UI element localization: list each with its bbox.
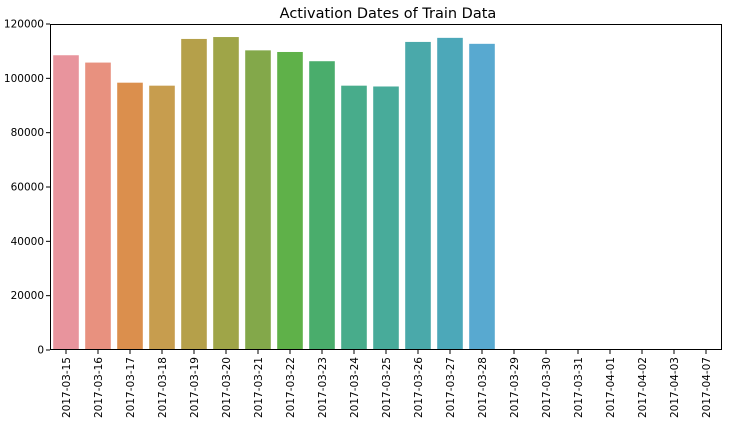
bar-2017-03-18 (149, 85, 175, 350)
x-tick-label: 2017-03-27 (445, 357, 457, 418)
bars-group (53, 37, 719, 351)
x-tick-label: 2017-03-22 (285, 357, 297, 418)
bar-2017-03-25 (373, 86, 399, 350)
x-tick-label: 2017-03-31 (573, 357, 585, 418)
bar-2017-03-27 (437, 37, 463, 350)
y-tick-label: 20000 (11, 290, 44, 302)
bar-2017-03-20 (213, 37, 239, 350)
x-tick-label: 2017-04-03 (669, 357, 681, 418)
bar-2017-03-17 (117, 82, 143, 351)
y-tick-label: 120000 (4, 19, 44, 31)
chart-title: Activation Dates of Train Data (280, 6, 497, 22)
x-tick-label: 2017-03-23 (317, 357, 329, 418)
y-tick-label: 80000 (11, 127, 44, 139)
y-tick-label: 100000 (4, 73, 44, 85)
bar-2017-03-22 (277, 51, 303, 351)
bar-2017-03-21 (245, 50, 271, 351)
bar-2017-03-19 (181, 38, 207, 351)
x-tick-label: 2017-03-15 (61, 357, 73, 418)
x-tick-label: 2017-04-07 (701, 357, 713, 418)
x-tick-label: 2017-03-18 (157, 357, 169, 418)
y-tick-label: 60000 (11, 182, 44, 194)
x-tick-label: 2017-03-20 (221, 357, 233, 418)
plot-frame (50, 24, 722, 350)
x-tick-label: 2017-03-21 (253, 357, 265, 418)
x-tick-label: 2017-03-29 (509, 357, 521, 418)
bar-2017-03-28 (469, 43, 495, 350)
x-tick-label: 2017-03-19 (189, 357, 201, 418)
x-tick-label: 2017-03-16 (93, 357, 105, 418)
x-tick-label: 2017-04-02 (637, 357, 649, 418)
x-tick-label: 2017-03-24 (349, 357, 361, 418)
bar-2017-03-26 (405, 41, 431, 351)
x-tick-label: 2017-03-26 (413, 357, 425, 418)
bar-2017-03-23 (309, 61, 335, 351)
x-tick-label: 2017-04-01 (605, 357, 617, 418)
bar-2017-03-15 (53, 55, 79, 350)
y-axis: 0 20000 40000 60000 80000 100000 120000 (4, 19, 50, 357)
y-tick-label: 0 (37, 345, 44, 357)
bar-2017-03-24 (341, 85, 367, 350)
x-tick-label: 2017-03-25 (381, 357, 393, 418)
y-tick-label: 40000 (11, 236, 44, 248)
x-tick-label: 2017-03-28 (477, 357, 489, 418)
x-tick-label: 2017-03-30 (541, 357, 553, 418)
x-tick-label: 2017-03-17 (125, 357, 137, 418)
bar-2017-03-16 (85, 62, 111, 351)
x-axis: 2017-03-15 2017-03-16 2017-03-17 2017-03-18… (61, 350, 713, 418)
